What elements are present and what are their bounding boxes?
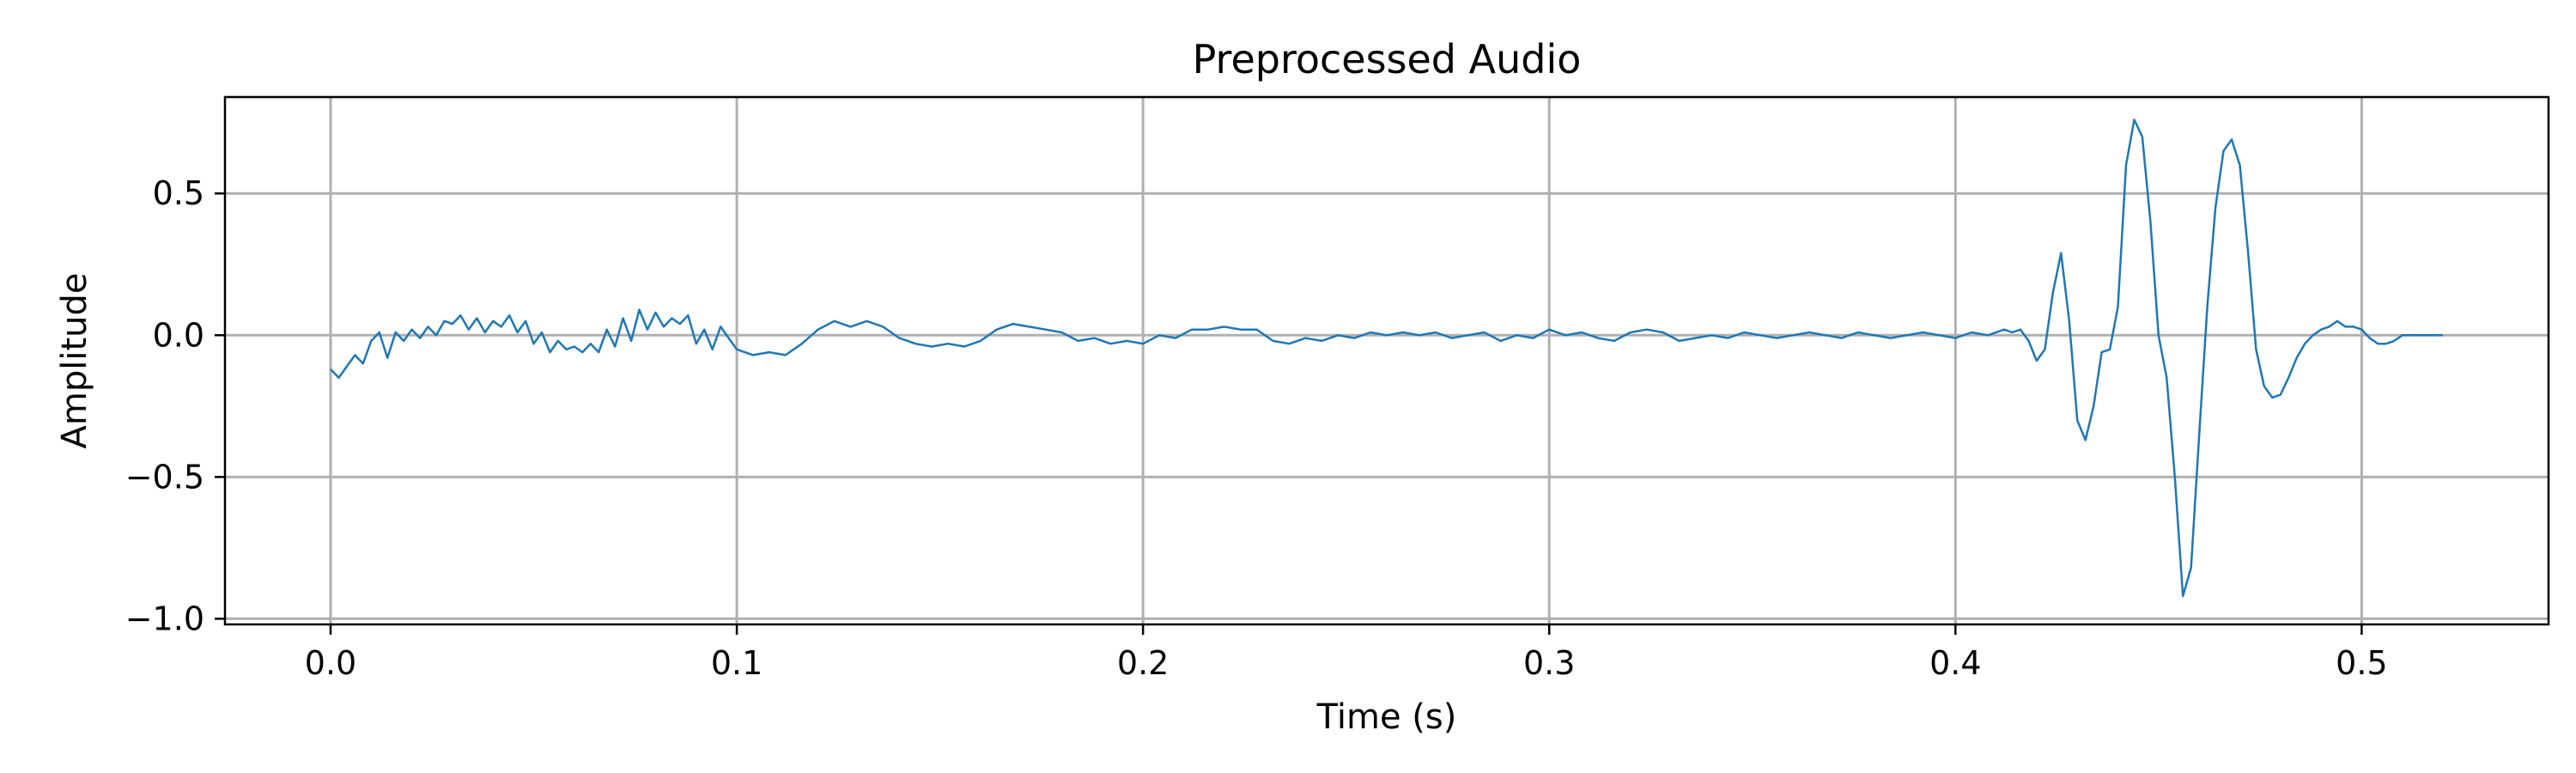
x-tick-label: 0.1 <box>711 644 762 682</box>
x-tick-label: 0.4 <box>1929 644 1981 682</box>
grid <box>225 97 2549 624</box>
y-tick-label: −0.5 <box>125 458 204 496</box>
x-tick-label: 0.2 <box>1117 644 1169 682</box>
y-tick-label: 0.0 <box>153 316 204 354</box>
y-tick-label: 0.5 <box>153 174 204 212</box>
plot-area <box>330 119 2443 598</box>
chart-title: Preprocessed Audio <box>1193 36 1582 82</box>
x-tick-label: 0.3 <box>1523 644 1575 682</box>
axes-frame <box>223 95 2550 626</box>
axis-ticks: 0.0 0.1 0.2 0.3 0.4 0.5 0.5 0.0 −0.5 −1.0 <box>125 174 2388 682</box>
y-axis-label: Amplitude <box>55 273 94 449</box>
series-line-amplitude <box>330 119 2443 598</box>
x-tick-label: 0.0 <box>305 644 356 682</box>
x-tick-label: 0.5 <box>2336 644 2387 682</box>
y-tick-label: −1.0 <box>125 600 204 637</box>
x-axis-label: Time (s) <box>1316 697 1457 737</box>
